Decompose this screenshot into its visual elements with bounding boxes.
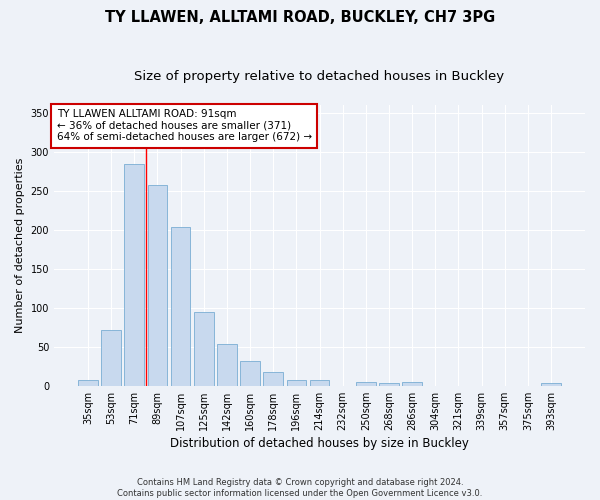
Bar <box>124 164 144 386</box>
Title: Size of property relative to detached houses in Buckley: Size of property relative to detached ho… <box>134 70 505 83</box>
Bar <box>101 330 121 386</box>
Bar <box>356 382 376 386</box>
Y-axis label: Number of detached properties: Number of detached properties <box>15 158 25 333</box>
Bar <box>541 384 561 386</box>
Bar <box>379 384 399 386</box>
Bar <box>263 372 283 386</box>
Text: TY LLAWEN, ALLTAMI ROAD, BUCKLEY, CH7 3PG: TY LLAWEN, ALLTAMI ROAD, BUCKLEY, CH7 3P… <box>105 10 495 25</box>
Bar <box>148 184 167 386</box>
Bar <box>217 344 237 386</box>
Text: TY LLAWEN ALLTAMI ROAD: 91sqm
← 36% of detached houses are smaller (371)
64% of : TY LLAWEN ALLTAMI ROAD: 91sqm ← 36% of d… <box>56 109 312 142</box>
Bar <box>171 226 190 386</box>
Bar <box>310 380 329 386</box>
Bar <box>194 312 214 386</box>
Bar <box>78 380 98 386</box>
Bar <box>402 382 422 386</box>
X-axis label: Distribution of detached houses by size in Buckley: Distribution of detached houses by size … <box>170 437 469 450</box>
Bar <box>240 361 260 386</box>
Text: Contains HM Land Registry data © Crown copyright and database right 2024.
Contai: Contains HM Land Registry data © Crown c… <box>118 478 482 498</box>
Bar <box>287 380 306 386</box>
